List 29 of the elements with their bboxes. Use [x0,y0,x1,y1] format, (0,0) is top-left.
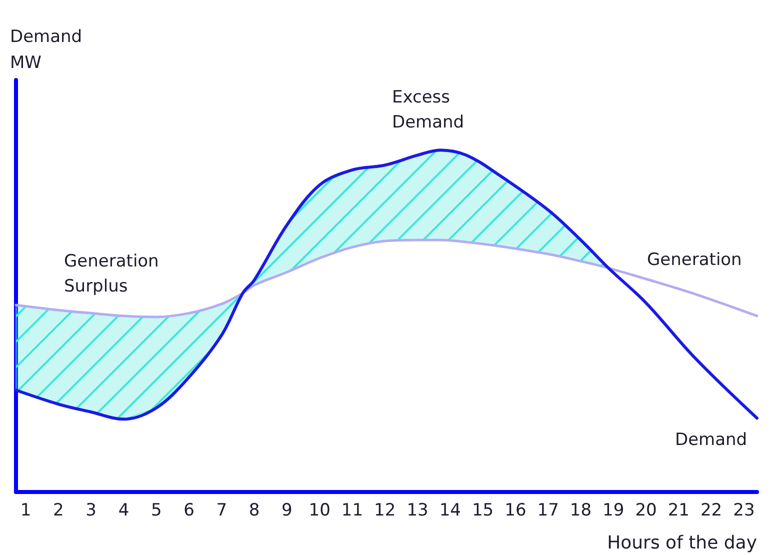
x-tick-label: 13 [406,500,428,520]
x-tick-label: 15 [472,500,494,520]
x-tick-label: 3 [86,500,96,520]
series-label: Demand [675,430,748,450]
x-tick-label: 10 [308,500,330,520]
x-tick-label: 4 [118,500,130,520]
text: Excess Demand [392,88,464,132]
annotation: Generation Surplus [64,252,159,296]
x-tick-label: 8 [248,500,260,520]
x-tick-label: 11 [341,500,364,520]
x-tick-label: 6 [184,500,194,520]
x-tick-label: 1 [20,500,32,520]
x-tick-label: 9 [282,500,292,520]
x-tick-label: 16 [504,500,526,520]
x-tick-label: 22 [700,500,722,520]
series-label: Generation [647,250,742,270]
y-axis-title: Demand MW [10,27,82,73]
x-tick-label: 23 [733,500,755,520]
x-tick-label: 18 [570,500,592,520]
x-tick-label: 2 [53,500,64,520]
x-tick-label: 7 [216,500,228,520]
x-tick-label: 17 [537,500,559,520]
x-tick-label: 21 [668,500,690,520]
x-tick-label: 14 [439,500,461,520]
x-tick-label: 12 [374,500,396,520]
x-tick-label: 19 [602,500,624,520]
x-axis-title: Hours of the day [607,532,758,554]
x-tick-label: 20 [635,500,657,520]
x-tick-label: 5 [150,500,162,520]
